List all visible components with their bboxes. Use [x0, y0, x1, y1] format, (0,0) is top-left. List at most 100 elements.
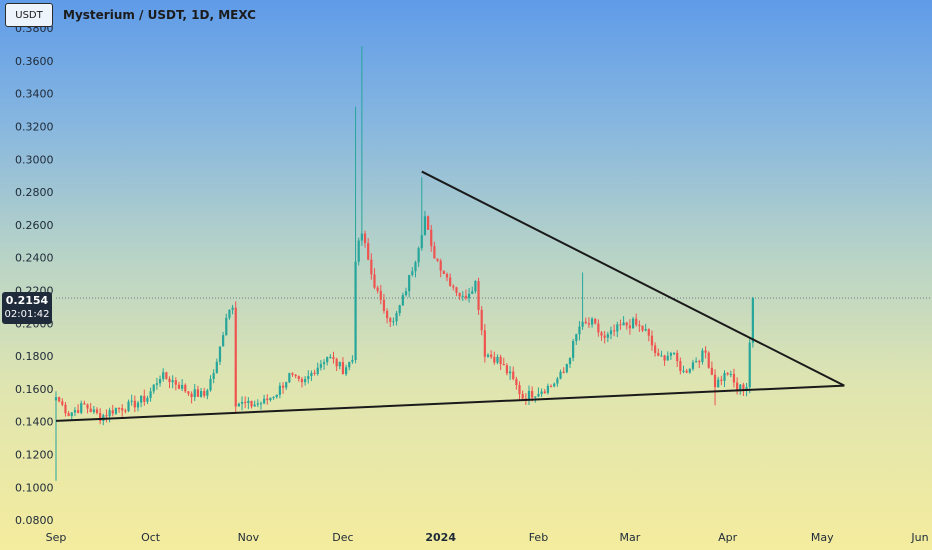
candle-body	[218, 346, 222, 362]
candle-body	[417, 248, 420, 263]
trendlines[interactable]	[55, 170, 845, 422]
candle-body	[259, 403, 263, 405]
candle-body	[531, 390, 534, 398]
candle-body	[92, 409, 95, 413]
candle-body	[442, 270, 445, 274]
candle-body	[130, 400, 133, 402]
y-tick-label: 0.3000	[15, 153, 54, 166]
countdown-timer: 02:01:42	[4, 309, 50, 320]
candle-body	[67, 413, 70, 417]
candle-body	[474, 281, 477, 292]
y-tick-label: 0.0800	[15, 514, 54, 527]
candle-body	[389, 318, 392, 322]
candle-body	[155, 383, 159, 385]
candle-body	[739, 384, 742, 390]
candle-body	[392, 321, 395, 323]
candle-body	[177, 384, 181, 389]
candle-body	[124, 410, 127, 412]
candle-body	[143, 395, 146, 402]
candle-body	[404, 291, 408, 296]
candle-body	[461, 295, 464, 297]
candle-body	[499, 356, 502, 364]
price-value: 0.2154	[5, 294, 49, 307]
candle-body	[426, 216, 430, 230]
candle-body	[344, 367, 348, 375]
candle-body	[423, 216, 427, 236]
y-tick-label: 0.3400	[15, 88, 54, 101]
y-tick-label: 0.1200	[15, 449, 54, 462]
chart-header: USDT Mysterium / USDT, 1D, MEXC	[0, 0, 256, 30]
candle-body	[515, 379, 518, 386]
y-tick-label: 0.3600	[15, 55, 54, 68]
candle-body	[660, 355, 663, 357]
candle-body	[89, 408, 92, 413]
candle-body	[215, 361, 218, 374]
candle-body	[294, 374, 297, 377]
candle-body	[713, 374, 717, 388]
candle-body	[385, 310, 389, 319]
candle-body	[616, 324, 619, 332]
candle-body	[666, 355, 669, 361]
candle-body	[622, 322, 625, 326]
candle-body	[181, 384, 184, 389]
y-axis: 0.08000.10000.12000.14000.16000.18000.20…	[15, 22, 54, 527]
candle-body	[477, 281, 480, 310]
candle-body	[140, 395, 143, 403]
candle-body	[316, 367, 319, 374]
candle-body	[206, 390, 209, 396]
candle-body	[250, 400, 253, 407]
candle-body	[414, 262, 417, 272]
candle-body	[619, 324, 622, 326]
candle-body	[61, 401, 64, 405]
candle-body	[654, 345, 657, 353]
candle-body	[710, 367, 713, 375]
x-axis: Sep Oct Nov Dec 2024 Feb Mar Apr May Jun	[46, 531, 929, 544]
candle-body	[581, 321, 584, 327]
candle-body	[401, 295, 404, 306]
candle-body	[685, 370, 688, 373]
candle-body	[657, 352, 660, 356]
candle-body	[162, 372, 165, 380]
candle-body	[149, 391, 152, 398]
candle-body	[152, 384, 155, 392]
candle-body	[234, 307, 237, 407]
candle-body	[549, 385, 553, 387]
x-tick-label: Feb	[529, 531, 548, 544]
candle-body	[256, 403, 259, 405]
candle-body	[54, 397, 58, 401]
candle-body	[575, 334, 578, 342]
candle-body	[628, 325, 632, 329]
y-tick-label: 0.1400	[15, 416, 54, 429]
candle-body	[717, 379, 720, 388]
candle-body	[357, 240, 360, 262]
candle-body	[382, 299, 386, 311]
candle-body	[171, 380, 174, 383]
candle-body	[83, 403, 86, 405]
candle-body	[266, 398, 269, 401]
candle-body	[644, 329, 647, 331]
candle-body	[695, 361, 698, 363]
x-tick-label: Nov	[238, 531, 260, 544]
currency-badge[interactable]: USDT	[5, 3, 53, 27]
candle-body	[165, 372, 168, 379]
candle-body	[559, 371, 562, 379]
candle-body	[64, 404, 67, 414]
candle-body	[568, 357, 572, 365]
candle-body	[597, 323, 600, 333]
candle-body	[691, 362, 695, 369]
candle-body	[288, 373, 291, 383]
candle-body	[187, 391, 190, 394]
x-tick-label: Jun	[910, 531, 928, 544]
candle-body	[133, 400, 136, 408]
candle-body	[373, 274, 376, 288]
candle-body	[518, 385, 521, 395]
candle-body	[408, 274, 411, 292]
candle-body	[307, 376, 310, 380]
candle-body	[723, 373, 726, 381]
candle-body	[613, 330, 616, 332]
x-tick-label: Dec	[332, 531, 353, 544]
candle-body	[278, 385, 281, 395]
candle-body	[281, 385, 285, 388]
